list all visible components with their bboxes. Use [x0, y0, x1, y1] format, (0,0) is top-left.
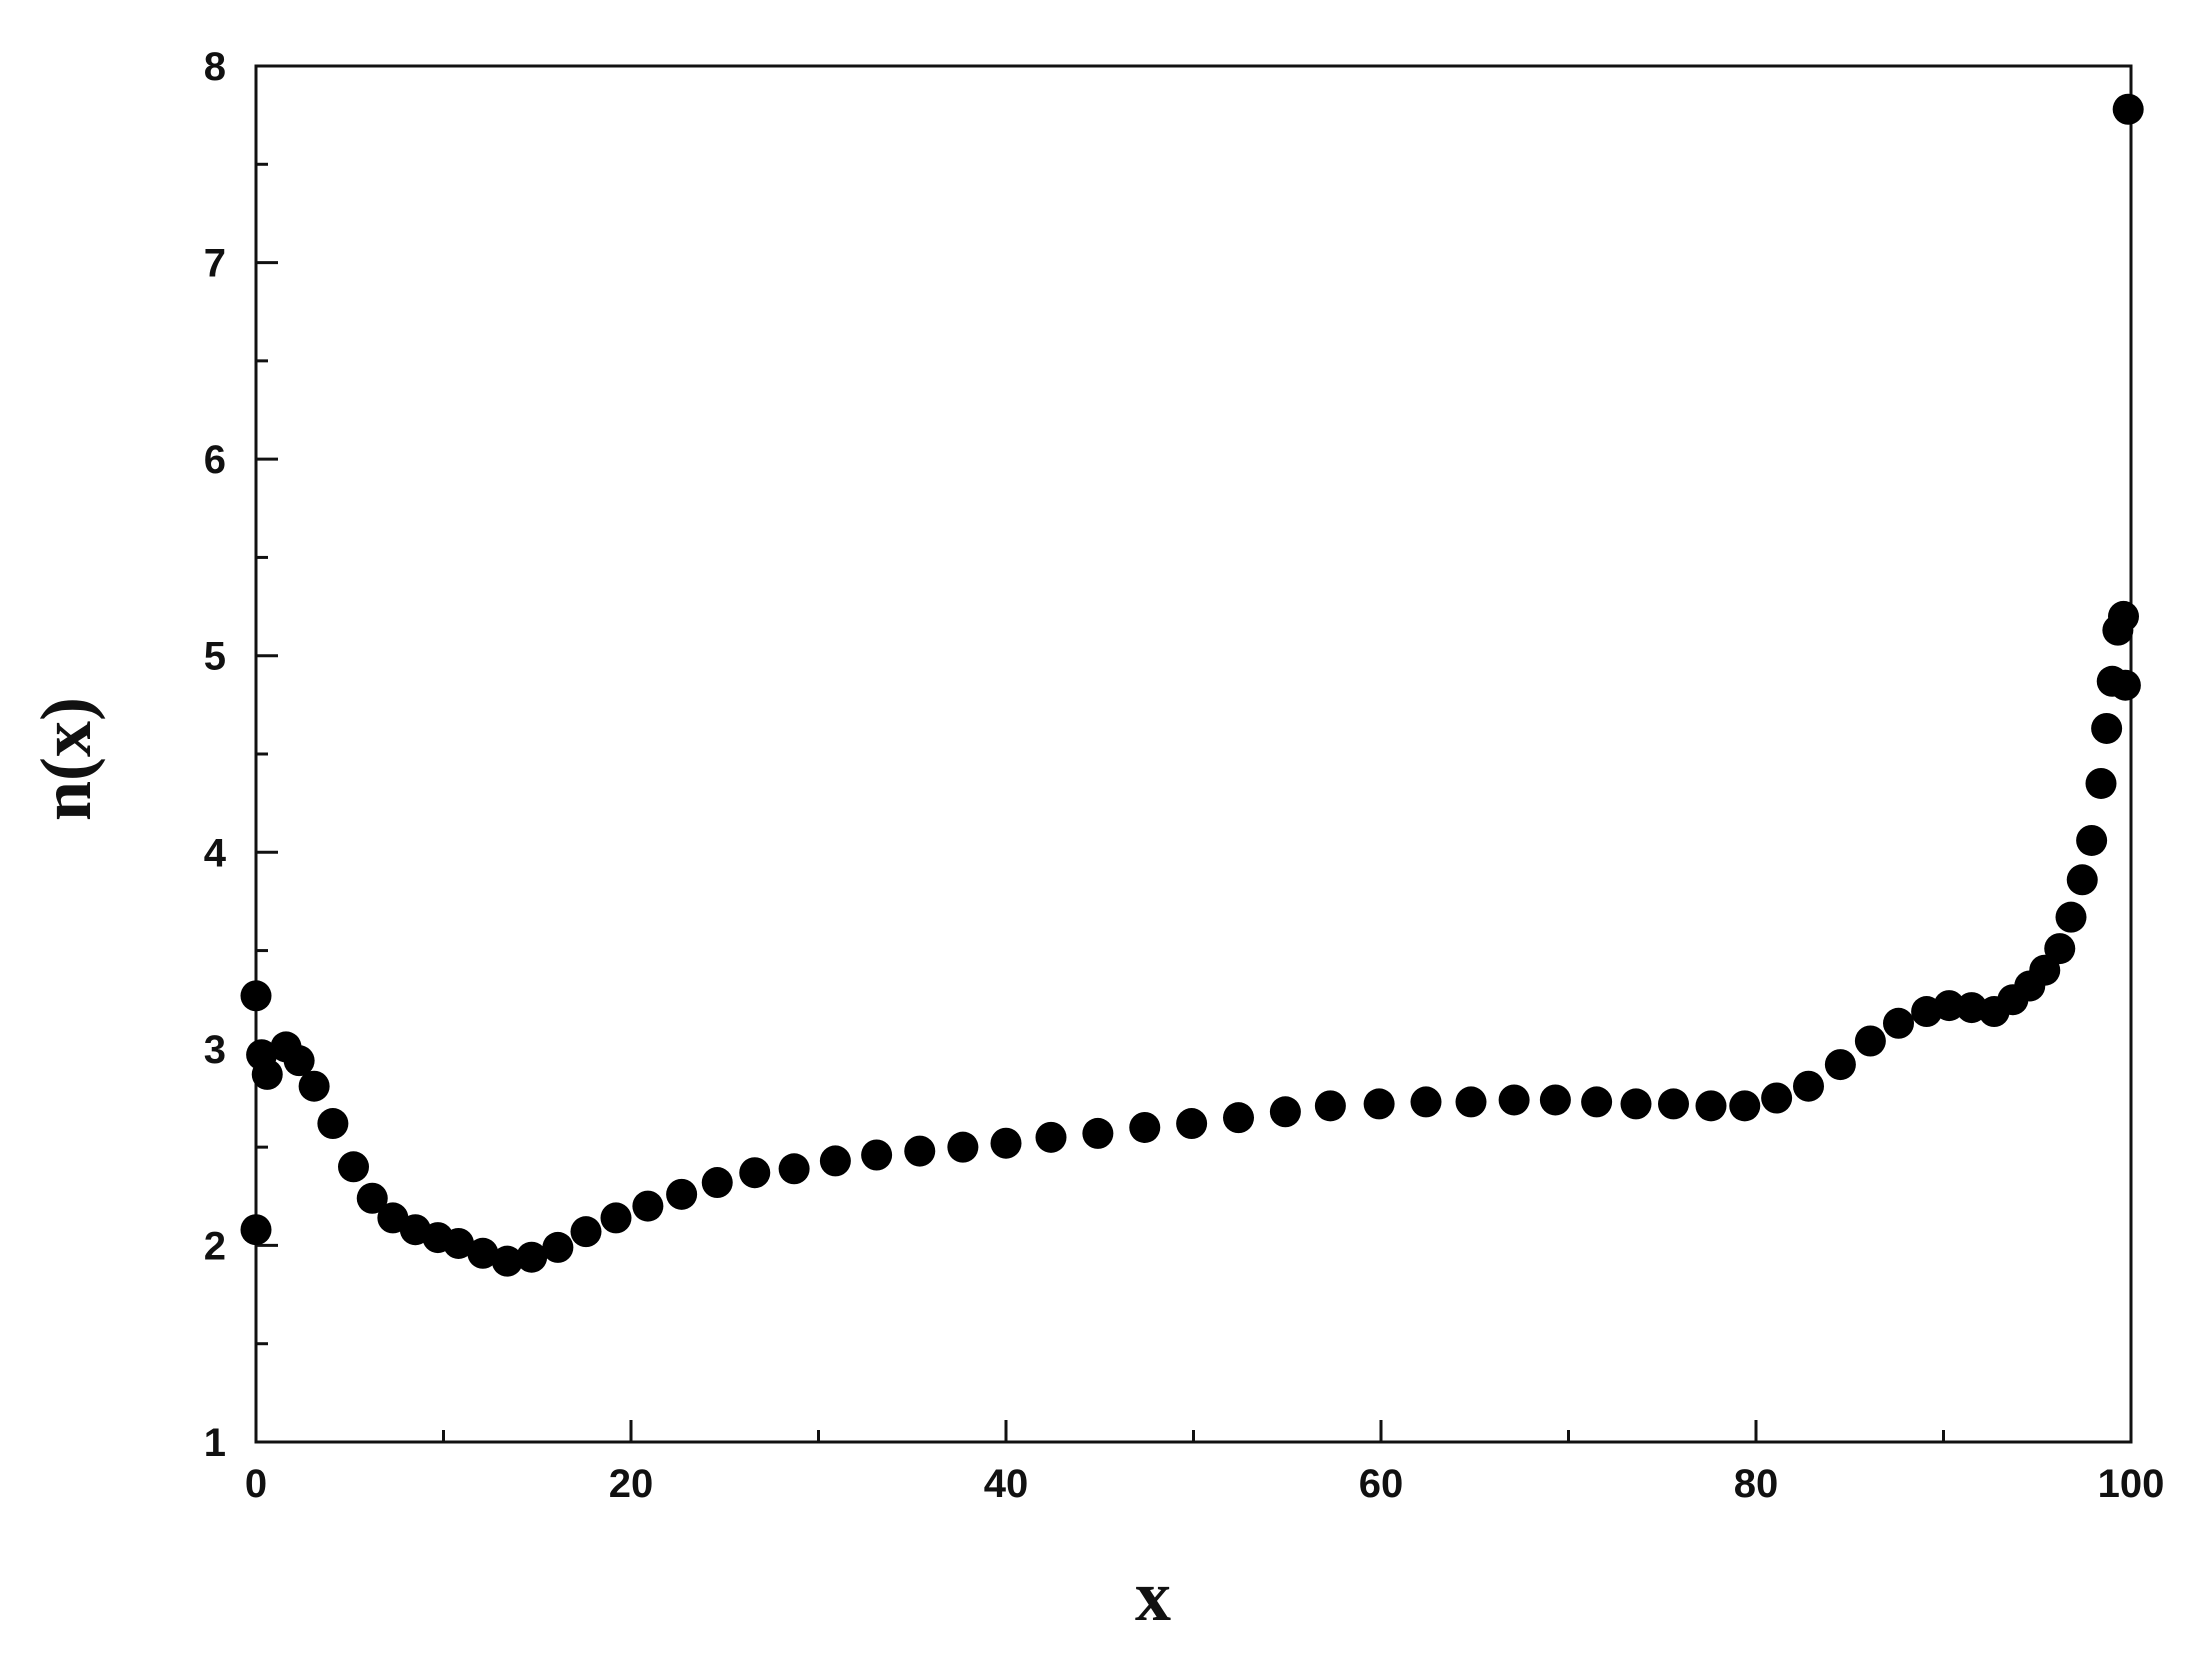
point: [1854, 1025, 1886, 1057]
point: [1883, 1007, 1914, 1039]
point: [1824, 1049, 1856, 1081]
point: [778, 1153, 810, 1185]
point: [701, 1167, 733, 1199]
point: [990, 1127, 1022, 1159]
y-tick-label: 8: [204, 45, 226, 89]
x-axis-title: x: [1135, 1556, 1171, 1636]
point: [1695, 1090, 1727, 1122]
point: [317, 1108, 349, 1140]
point: [1620, 1088, 1652, 1120]
point: [904, 1135, 936, 1167]
point: [240, 1214, 272, 1246]
point: [861, 1139, 893, 1171]
point: [1658, 1088, 1689, 1120]
y-tick-label: 3: [204, 1028, 226, 1072]
point: [516, 1241, 548, 1273]
point: [1314, 1090, 1346, 1122]
point: [283, 1045, 315, 1077]
x-tick-label: 20: [609, 1462, 654, 1506]
point: [1223, 1102, 1254, 1134]
point: [1269, 1096, 1301, 1128]
y-axis-title: n(x): [26, 697, 106, 821]
y-tick-label: 4: [204, 831, 227, 875]
point: [666, 1178, 698, 1210]
point: [251, 1058, 283, 1090]
point: [2091, 712, 2123, 744]
point: [2112, 93, 2144, 125]
point: [443, 1227, 474, 1259]
point: [542, 1231, 574, 1263]
point: [570, 1216, 602, 1248]
point: [338, 1151, 369, 1183]
point: [1581, 1086, 1613, 1118]
x-tick-label: 40: [984, 1462, 1029, 1506]
point: [467, 1237, 499, 1269]
point: [1539, 1084, 1571, 1116]
point: [240, 980, 272, 1012]
point: [1082, 1117, 1114, 1149]
x-tick-label: 100: [2098, 1462, 2165, 1506]
point: [2055, 901, 2087, 933]
point: [1363, 1088, 1395, 1120]
point: [1129, 1111, 1161, 1143]
point: [947, 1131, 979, 1163]
point: [2029, 954, 2061, 986]
x-tick-label: 0: [245, 1462, 267, 1506]
point: [2108, 600, 2139, 632]
point: [356, 1182, 388, 1214]
y-tick-label: 1: [204, 1421, 226, 1465]
point: [1498, 1084, 1530, 1116]
point: [2076, 824, 2108, 856]
point: [2085, 767, 2117, 799]
point: [600, 1202, 632, 1234]
point: [2109, 669, 2141, 701]
point: [1729, 1090, 1761, 1122]
point: [1933, 990, 1965, 1022]
point: [1455, 1086, 1487, 1118]
point: [491, 1245, 523, 1277]
y-tick-label: 2: [204, 1224, 226, 1268]
point: [2044, 933, 2076, 965]
x-tick-label: 80: [1734, 1462, 1779, 1506]
point: [1176, 1108, 1208, 1140]
point: [2066, 864, 2098, 896]
y-tick-label: 5: [204, 635, 226, 679]
point: [1761, 1082, 1793, 1114]
y-tick-label: 7: [204, 242, 226, 286]
y-tick-label: 6: [204, 438, 226, 482]
point: [298, 1070, 330, 1102]
point: [1410, 1086, 1442, 1118]
point: [1793, 1070, 1824, 1102]
point: [819, 1145, 851, 1177]
point: [1035, 1121, 1067, 1153]
x-tick-label: 60: [1359, 1462, 1404, 1506]
point: [739, 1157, 771, 1189]
plot-frame: [254, 64, 2133, 1444]
point: [632, 1190, 664, 1222]
